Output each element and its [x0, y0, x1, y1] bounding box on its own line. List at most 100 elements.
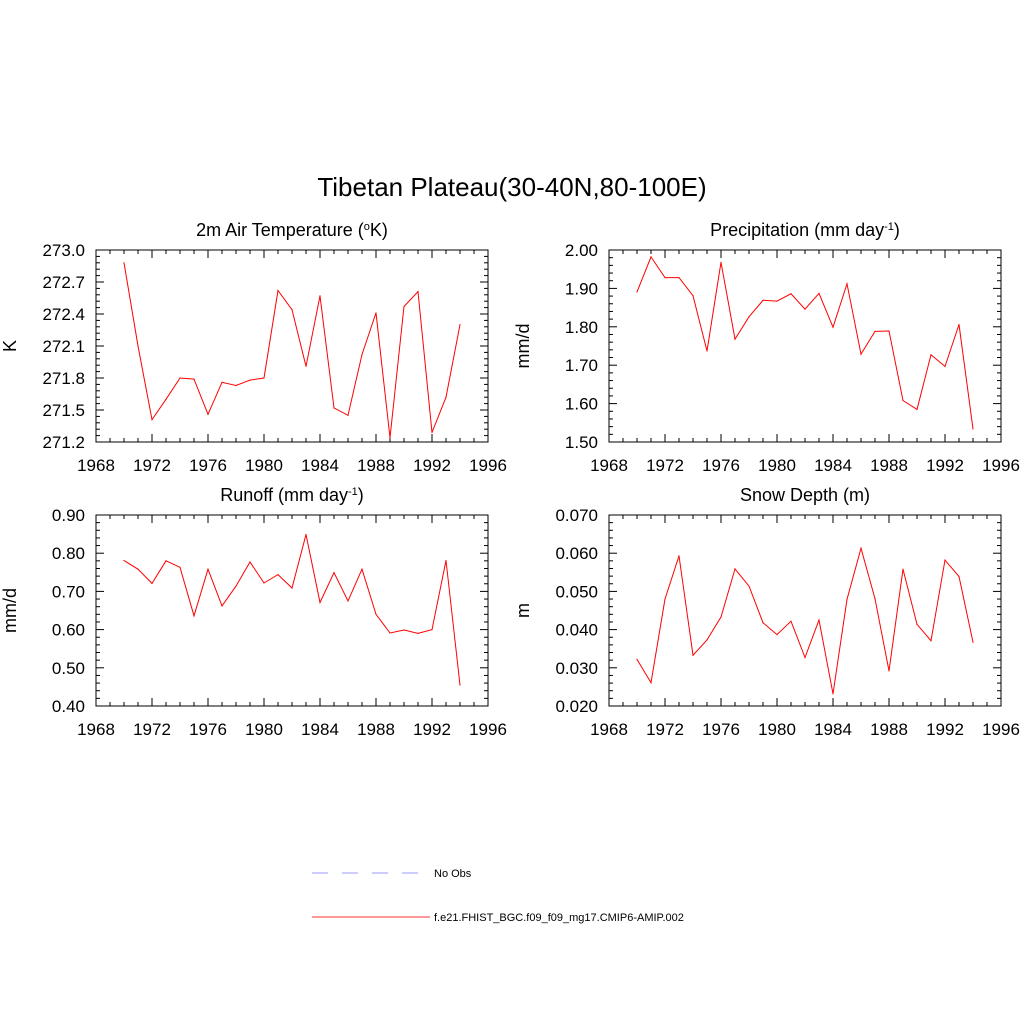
data-point: [361, 568, 363, 570]
y-tick-label: 0.050: [555, 582, 598, 601]
y-axis-label: mm/d: [0, 588, 20, 633]
legend-label-no-obs: No Obs: [434, 868, 472, 880]
data-point: [706, 639, 708, 641]
y-tick-label: 1.60: [565, 395, 598, 414]
x-tick-label: 1984: [814, 720, 852, 739]
panel-title: 2m Air Temperature (oK): [196, 220, 388, 240]
data-point: [263, 582, 265, 584]
data-point: [972, 641, 974, 643]
x-tick-label: 1992: [926, 456, 964, 475]
data-point: [804, 656, 806, 659]
x-tick-label: 1988: [357, 720, 395, 739]
data-point: [804, 308, 806, 310]
figure-title: Tibetan Plateau(30-40N,80-100E): [317, 172, 706, 202]
data-point: [846, 283, 848, 285]
y-tick-label: 0.020: [555, 697, 598, 716]
data-point: [375, 312, 377, 314]
data-point: [361, 353, 363, 356]
panel-title: Runoff (mm day-1): [220, 485, 364, 505]
panel-title: Snow Depth (m): [740, 485, 870, 505]
data-point: [650, 682, 652, 684]
x-tick-label: 1976: [189, 720, 227, 739]
x-tick-label: 1972: [646, 720, 684, 739]
y-tick-label: 0.90: [52, 506, 85, 525]
data-point: [151, 582, 153, 584]
legend-label-model: f.e21.FHIST_BGC.f09_f09_mg17.CMIP6-AMIP.…: [434, 912, 684, 924]
y-axis-label: K: [0, 340, 20, 352]
y-tick-label: 0.030: [555, 659, 598, 678]
x-tick-label: 1972: [133, 720, 171, 739]
data-point: [678, 277, 680, 279]
chart-panels: 1968 1972 1976 1980 1984 1988 1992 1996 271.2 271…: [0, 220, 1020, 739]
x-tick-label: 1980: [758, 456, 796, 475]
x-tick-label: 1976: [189, 456, 227, 475]
data-point: [165, 398, 167, 400]
x-tick-label: 1972: [133, 456, 171, 475]
data-point: [916, 623, 918, 625]
data-point: [277, 289, 279, 292]
data-point: [249, 561, 251, 563]
data-point: [944, 365, 946, 367]
x-tick-label: 1976: [702, 456, 740, 475]
data-point: [403, 305, 405, 308]
data-point: [235, 384, 237, 387]
data-point: [832, 326, 834, 328]
x-tick-label: 1988: [870, 456, 908, 475]
data-point: [692, 654, 694, 656]
data-point: [860, 353, 862, 355]
data-point: [193, 378, 195, 380]
data-point: [846, 598, 848, 601]
data-point: [734, 338, 736, 340]
x-tick-label: 1988: [357, 456, 395, 475]
data-point: [636, 291, 638, 293]
data-point: [790, 620, 792, 622]
y-tick-label: 272.7: [42, 273, 85, 292]
y-tick-label: 271.8: [42, 369, 85, 388]
data-point: [930, 640, 932, 642]
data-point: [832, 693, 834, 695]
x-tick-label: 1996: [982, 456, 1020, 475]
data-point: [347, 600, 349, 602]
y-tick-label: 1.70: [565, 356, 598, 375]
data-point: [235, 585, 237, 587]
data-point: [165, 560, 167, 562]
y-axis-label: m: [513, 603, 533, 618]
data-point: [319, 601, 321, 604]
data-point: [720, 261, 722, 263]
y-tick-label: 0.50: [52, 659, 85, 678]
data-point: [720, 616, 722, 618]
x-tick-label: 1968: [590, 456, 628, 475]
data-point: [319, 295, 321, 297]
y-tick-label: 271.5: [42, 401, 85, 420]
data-point: [333, 572, 335, 574]
x-tick-label: 1996: [469, 720, 507, 739]
data-point: [650, 256, 652, 258]
data-point: [902, 568, 904, 570]
data-point: [748, 316, 750, 318]
chart-panel-runoff: 1968 1972 1976 1980 1984 1988 1992 1996 0.40 0.50…: [0, 485, 507, 739]
data-point: [305, 365, 307, 367]
data-point: [944, 559, 946, 561]
data-point: [431, 629, 433, 631]
data-point: [664, 598, 666, 600]
y-tick-label: 0.60: [52, 621, 85, 640]
y-tick-label: 0.040: [555, 621, 598, 640]
data-point: [347, 414, 349, 416]
data-point: [888, 330, 890, 332]
x-tick-label: 1976: [702, 720, 740, 739]
data-point: [249, 379, 251, 381]
data-point: [790, 293, 792, 295]
data-point: [762, 299, 764, 301]
data-point: [389, 437, 391, 439]
y-tick-label: 1.80: [565, 318, 598, 337]
data-point: [818, 619, 820, 621]
data-point: [902, 399, 904, 402]
data-point: [888, 670, 890, 672]
y-tick-label: 2.00: [565, 241, 598, 260]
data-point: [762, 622, 764, 624]
x-tick-label: 1980: [245, 720, 283, 739]
x-tick-label: 1984: [301, 456, 339, 475]
data-point: [874, 598, 876, 600]
data-point: [445, 396, 447, 398]
